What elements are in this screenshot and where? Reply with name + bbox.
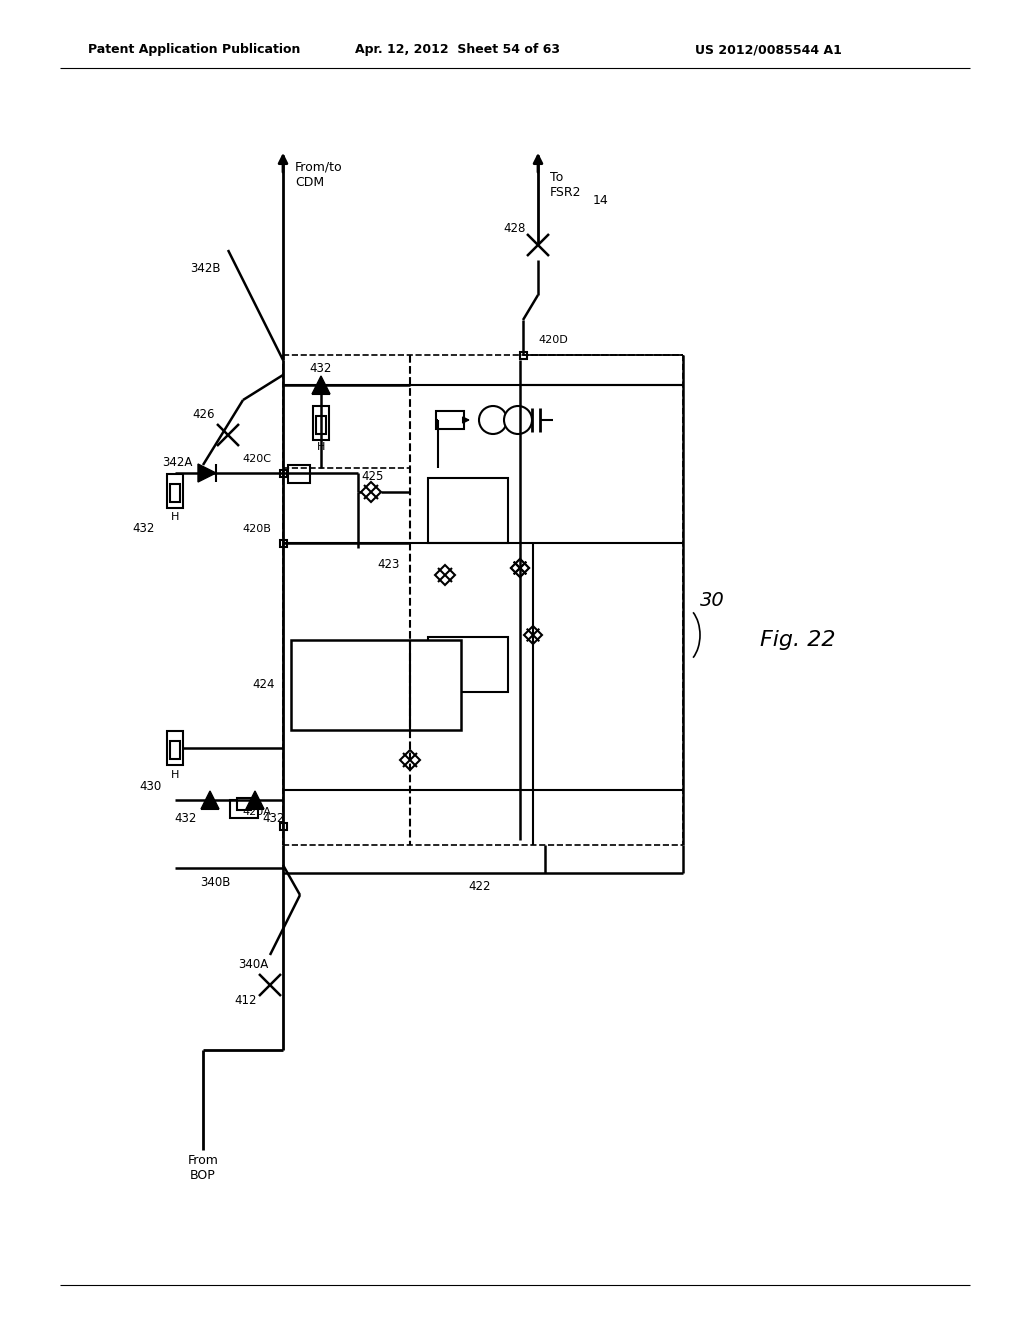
Text: 30: 30 [700, 590, 725, 610]
Text: Apr. 12, 2012  Sheet 54 of 63: Apr. 12, 2012 Sheet 54 of 63 [355, 44, 560, 57]
Polygon shape [511, 558, 529, 577]
Text: 420B: 420B [242, 524, 271, 535]
Text: 426: 426 [193, 408, 215, 421]
Bar [436, 411, 464, 429]
Text: 432: 432 [133, 521, 155, 535]
Polygon shape [400, 750, 420, 770]
Polygon shape [312, 376, 330, 393]
Bar [280, 470, 287, 477]
Text: 420C: 420C [242, 454, 271, 465]
Text: 430: 430 [139, 780, 162, 793]
Text: 423: 423 [378, 558, 400, 572]
Bar [316, 416, 326, 434]
Bar [170, 741, 180, 759]
Circle shape [479, 407, 507, 434]
Text: 432: 432 [262, 812, 285, 825]
Bar [167, 731, 183, 766]
Bar [237, 799, 251, 810]
Text: H: H [316, 442, 326, 451]
Text: 428: 428 [504, 223, 526, 235]
Text: 340A: 340A [238, 958, 268, 972]
Text: 432: 432 [175, 812, 197, 825]
Polygon shape [198, 465, 216, 482]
Polygon shape [511, 558, 529, 577]
Text: 342A: 342A [163, 455, 193, 469]
Text: 425: 425 [361, 470, 383, 483]
Text: Patent Application Publication: Patent Application Publication [88, 44, 300, 57]
Text: 424: 424 [253, 678, 275, 692]
Bar [288, 465, 310, 483]
Text: From/to
CDM: From/to CDM [295, 161, 343, 189]
Text: 420A: 420A [242, 807, 271, 817]
Bar [280, 540, 287, 546]
Bar [280, 822, 287, 829]
Bar [170, 484, 180, 502]
Text: 432: 432 [310, 363, 332, 375]
Text: 422: 422 [469, 880, 492, 894]
Text: 420D: 420D [538, 335, 567, 345]
Polygon shape [524, 626, 542, 644]
Text: To
FSR2: To FSR2 [550, 172, 582, 199]
Text: H: H [171, 512, 179, 521]
Bar [313, 407, 329, 440]
Polygon shape [201, 791, 219, 809]
Bar [167, 474, 183, 508]
Text: 14: 14 [593, 194, 608, 206]
Bar [291, 640, 461, 730]
Text: H: H [171, 770, 179, 780]
Text: From
BOP: From BOP [187, 1154, 218, 1181]
Text: Fig. 22: Fig. 22 [760, 630, 836, 649]
Bar [428, 638, 508, 692]
Bar [230, 800, 258, 818]
Text: 340B: 340B [200, 875, 230, 888]
Circle shape [504, 407, 532, 434]
Polygon shape [246, 791, 264, 809]
Polygon shape [435, 565, 455, 585]
Text: 342B: 342B [190, 261, 221, 275]
Text: US 2012/0085544 A1: US 2012/0085544 A1 [695, 44, 842, 57]
Bar [519, 351, 526, 359]
Polygon shape [361, 482, 381, 502]
Text: 412: 412 [234, 994, 257, 1006]
Bar [428, 478, 508, 543]
